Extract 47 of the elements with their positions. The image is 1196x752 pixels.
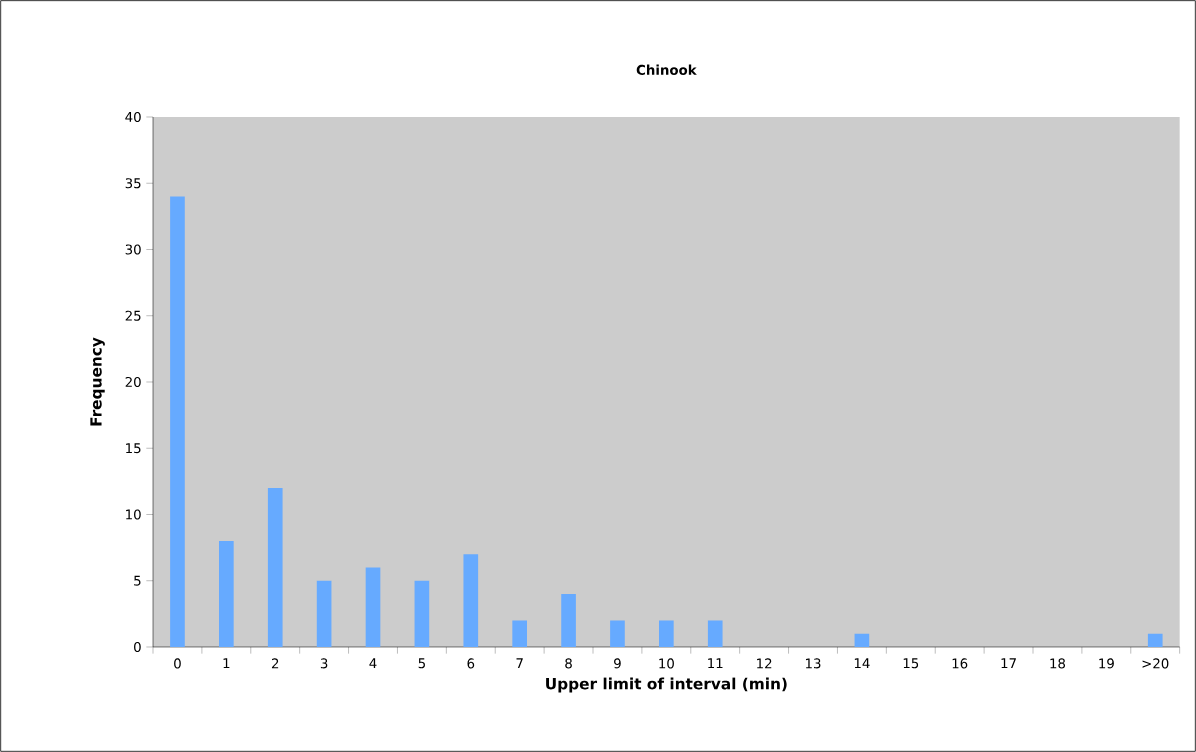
x-tick-label: 14: [854, 658, 870, 669]
bar: [365, 567, 381, 647]
x-axis-title: Upper limit of interval (min): [546, 677, 787, 693]
bar: [267, 487, 283, 647]
x-tick-label: 7: [516, 658, 523, 669]
x-tick-label: 2: [271, 658, 279, 669]
bar: [1147, 633, 1163, 647]
bar: [659, 620, 674, 647]
bar: [610, 620, 625, 647]
x-tick-label: 19: [1099, 658, 1114, 669]
y-tick-label: 15: [126, 443, 141, 454]
x-tick-label: 5: [418, 658, 425, 669]
x-tick-label: 6: [467, 658, 475, 669]
y-tick-label: 35: [125, 178, 141, 189]
y-tick-label: 10: [126, 509, 141, 520]
bar: [170, 196, 185, 647]
x-tick-label: 10: [659, 658, 674, 669]
bar: [512, 620, 528, 647]
x-tick-label: 17: [1001, 658, 1016, 669]
y-tick-label: 30: [125, 244, 141, 255]
x-tick-label: 11: [708, 658, 723, 669]
y-tick-label: 40: [125, 111, 141, 123]
bar: [414, 580, 430, 647]
x-tick-label: 9: [614, 658, 621, 669]
bar: [707, 620, 723, 647]
bar: [316, 580, 332, 647]
x-tick-label: >20: [1142, 658, 1169, 669]
bar: [854, 633, 870, 647]
x-tick-label: 16: [952, 658, 968, 669]
y-tick-label: 5: [134, 575, 141, 586]
bar: [463, 554, 479, 647]
y-tick-label: 0: [134, 641, 141, 653]
chart-title: Chinook: [636, 64, 697, 75]
x-tick-label: 0: [174, 658, 181, 669]
x-tick-label: 12: [757, 658, 772, 669]
bar: [219, 540, 234, 647]
x-tick-label: 3: [320, 658, 328, 669]
x-tick-label: 1: [223, 658, 230, 669]
bar: [561, 593, 576, 647]
x-tick-label: 15: [903, 658, 919, 669]
x-tick-label: 8: [565, 658, 572, 669]
x-tick-label: 13: [805, 658, 821, 669]
y-tick-label: 20: [125, 376, 141, 388]
x-tick-label: 4: [369, 658, 377, 669]
y-tick-label: 25: [125, 310, 141, 321]
y-axis-title: Frequency: [90, 337, 105, 426]
x-tick-label: 18: [1050, 658, 1066, 669]
